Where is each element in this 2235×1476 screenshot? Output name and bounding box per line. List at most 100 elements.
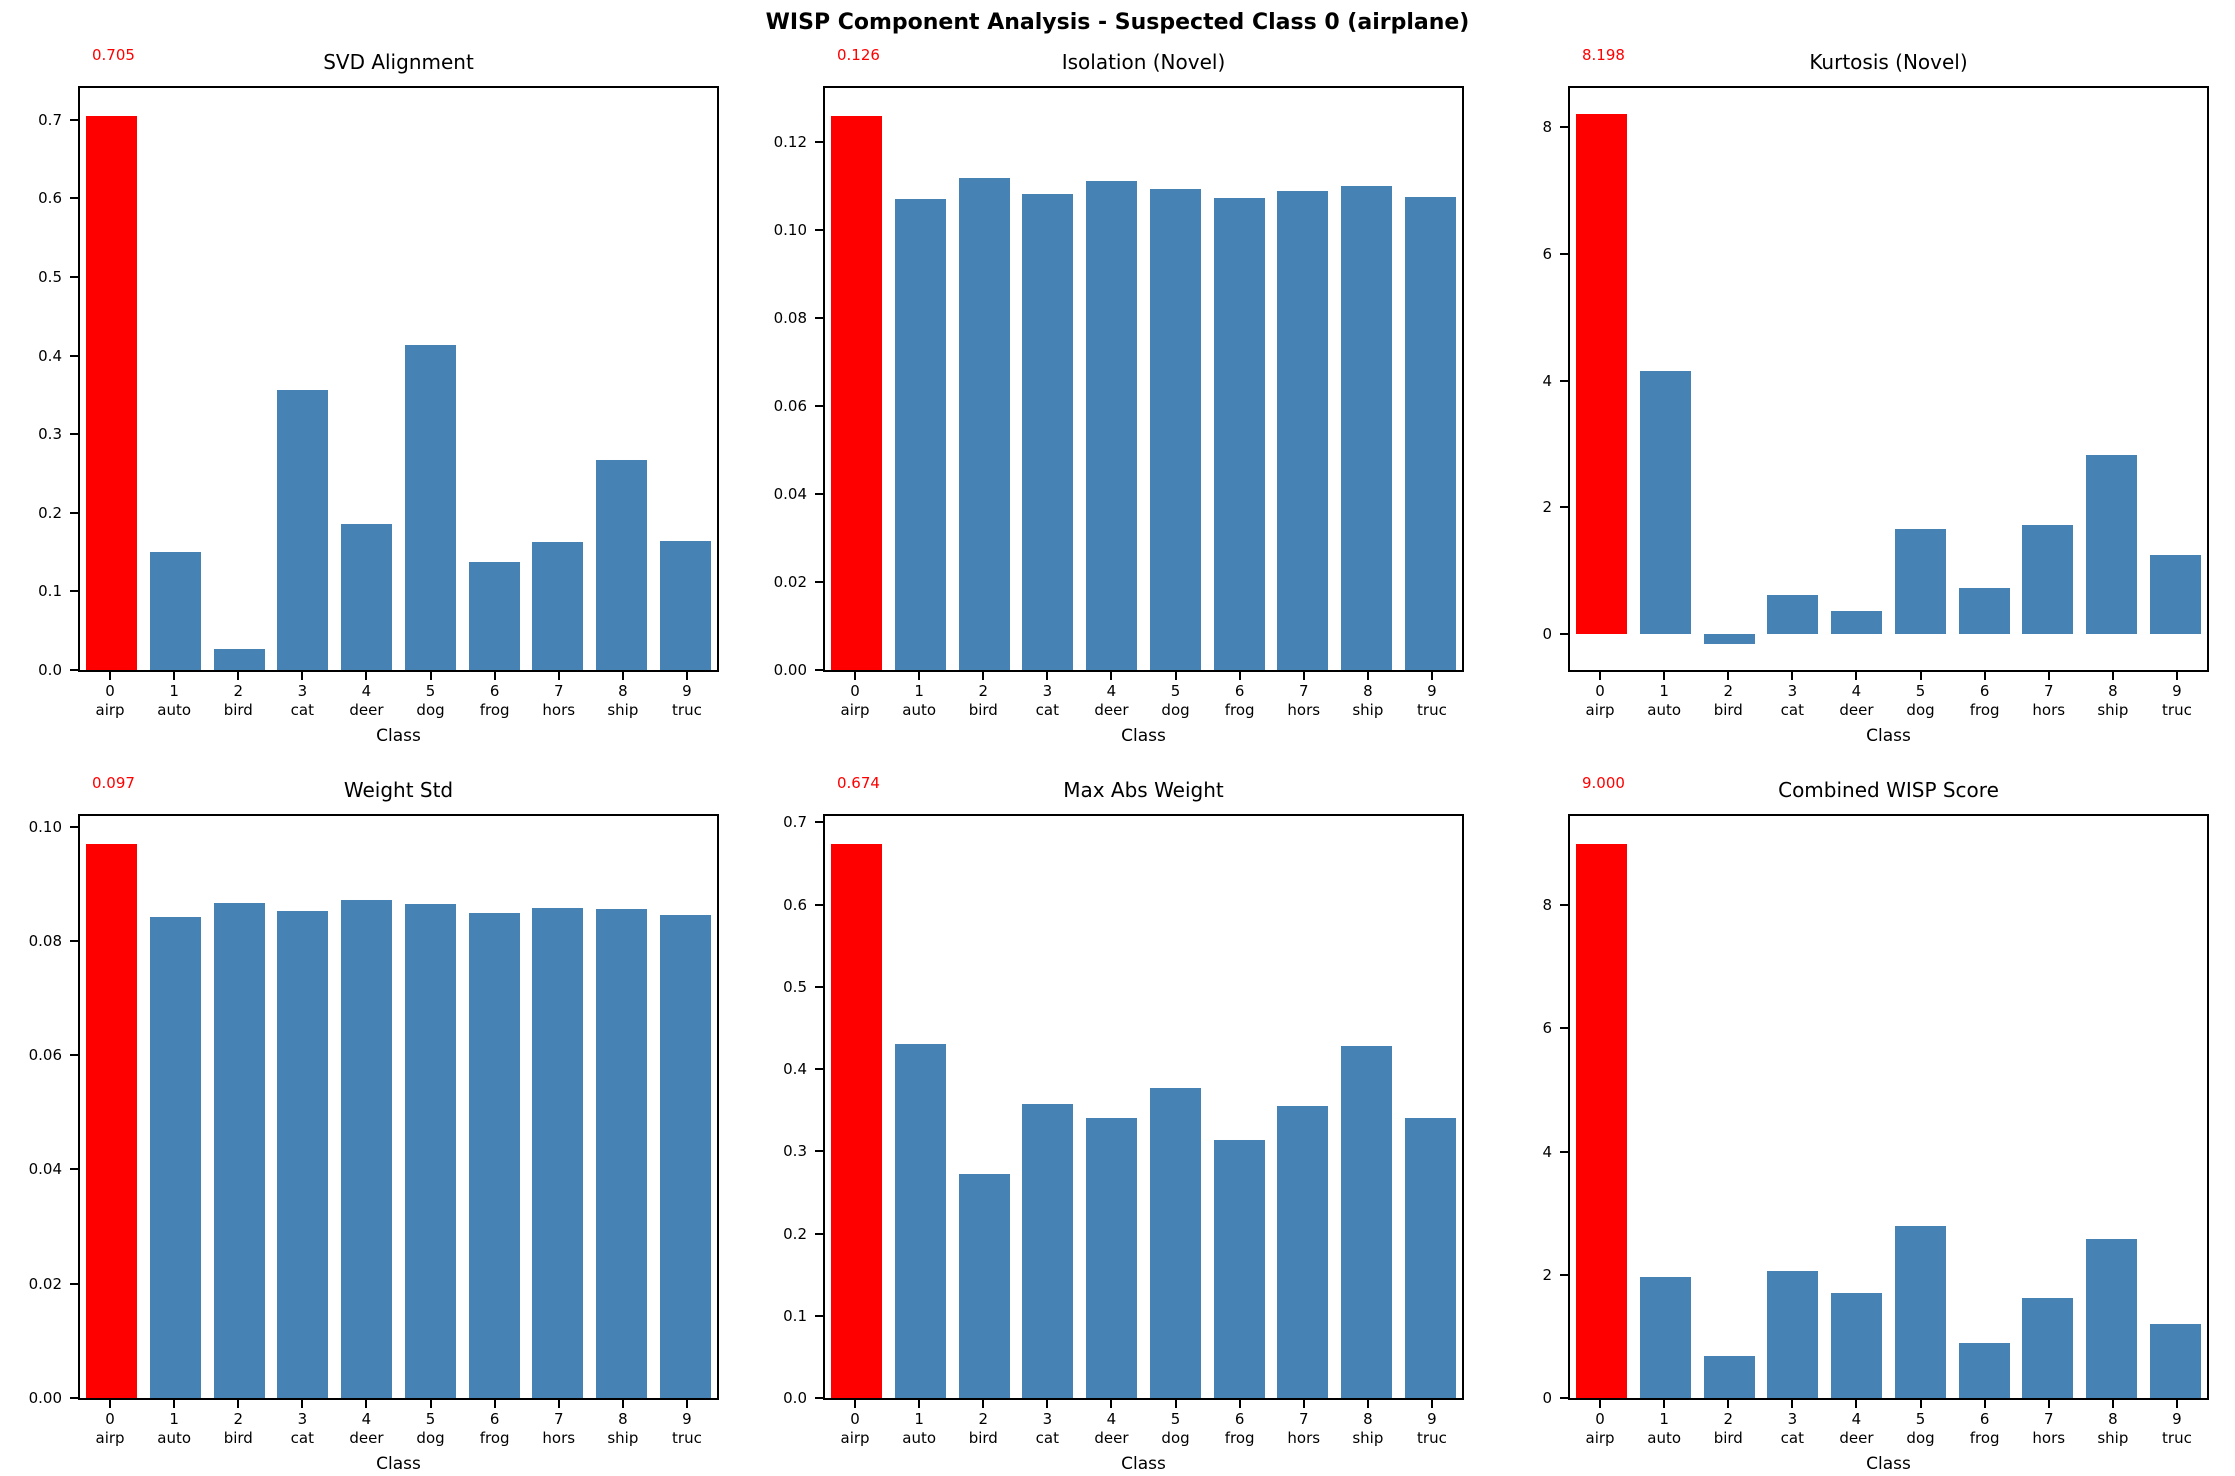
isolation-novel-class-id: 9 [1427,682,1437,700]
combined-wisp-score-class-id: 9 [2172,1410,2182,1428]
svd-alignment-xtick-label-auto: 1 auto [157,682,191,720]
isolation-novel-ytick-mark [815,669,823,671]
max-abs-weight-ytick-label-0.5: 0.5 [783,977,807,996]
svd-alignment-bar-frog [468,562,520,670]
isolation-novel-xlabel: Class [1121,726,1166,746]
max-abs-weight-class-name: auto [902,1429,937,1447]
svd-alignment-xtick-mark [237,672,240,680]
svd-alignment-class-name: frog [479,701,510,719]
svd-alignment-ytick-label-0.5: 0.5 [38,267,62,286]
combined-wisp-score-bar-auto [1640,1277,1692,1398]
combined-wisp-score-ytick-label-8: 8 [1542,896,1552,915]
combined-wisp-score-xtick-mark [2047,1400,2050,1408]
isolation-novel-xtick-label-cat: 3 cat [1036,682,1059,720]
weight-std-xtick-label-hors: 7 hors [542,1410,575,1448]
combined-wisp-score-bar-ship [2085,1238,2137,1398]
max-abs-weight-class-id: 3 [1042,1410,1053,1428]
isolation-novel-header: 0.126 Isolation (Novel) [823,40,1464,86]
combined-wisp-score-xtick-mark [1663,1400,1666,1408]
svd-alignment-ytick-mark [70,197,78,200]
weight-std-ytick-mark [70,1282,78,1285]
combined-wisp-score-xlabel: Class [1866,1454,1911,1474]
max-abs-weight-ytick-mark [815,1068,823,1071]
kurtosis-novel-ytick-label-4: 4 [1542,371,1552,390]
isolation-novel-ytick-mark [815,493,823,496]
isolation-novel-xtick-mark [1174,672,1177,680]
max-abs-weight-ytick-label-0.6: 0.6 [783,895,807,914]
weight-std-class-id: 5 [425,1410,436,1428]
combined-wisp-score-ytick-label-6: 6 [1542,1019,1552,1038]
weight-std-class-name: frog [479,1429,510,1447]
kurtosis-novel-xtick-mark [1919,672,1922,680]
isolation-novel-bar-airp [831,115,883,670]
isolation-novel-class-name: auto [902,701,937,719]
max-abs-weight-class-name: deer [1094,1429,1129,1447]
weight-std-xtick-label-frog: 6 frog [480,1410,510,1448]
weight-std-class-id: 4 [361,1410,372,1428]
kurtosis-novel-bar-ship [2085,455,2137,635]
isolation-novel-class-name: hors [1287,701,1321,719]
combined-wisp-score-class-id: 5 [1915,1410,1926,1428]
svd-alignment-ytick-label-0.2: 0.2 [38,503,62,522]
svd-alignment-xtick-label-airp: 0 airp [96,682,125,720]
svd-alignment-bar-auto [150,552,202,670]
weight-std-class-id: 7 [553,1410,564,1428]
kurtosis-novel-class-id: 4 [1851,682,1862,700]
weight-std-xtick-mark [365,1400,368,1408]
combined-wisp-score-class-name: cat [1780,1429,1805,1447]
isolation-novel-bar-frog [1213,197,1265,670]
max-abs-weight-class-id: 1 [914,1410,924,1428]
max-abs-weight-xtick-label-dog: 5 dog [1161,1410,1189,1448]
max-abs-weight-xtick-label-auto: 1 auto [902,1410,936,1448]
max-abs-weight-bar-bird [958,1174,1010,1398]
svd-alignment-x-axis: 0 airp 1 auto 2 bird 3 cat 4 deer 5 dog 6 frog 7 hors 8 s… [78,672,719,726]
isolation-novel-class-name: cat [1035,701,1060,719]
weight-std-ytick-mark [70,1054,78,1057]
weight-std-ytick-mark [70,1168,78,1171]
isolation-novel-xtick-label-bird: 2 bird [969,682,998,720]
max-abs-weight-xtick-mark [1366,1400,1369,1408]
weight-std-bar-bird [213,903,265,1398]
isolation-novel-class-id: 6 [1234,682,1245,700]
weight-std-bar-truc [659,914,711,1398]
kurtosis-novel-bar-cat [1767,594,1819,635]
isolation-novel-ytick-mark [815,229,823,232]
max-abs-weight-class-name: ship [1352,1429,1384,1447]
max-abs-weight-xtick-mark [1046,1400,1049,1408]
isolation-novel-xtick-mark [982,672,985,680]
isolation-novel-xtick-label-auto: 1 auto [902,682,936,720]
weight-std-xtick-mark [109,1400,112,1408]
max-abs-weight-x-axis: 0 airp 1 auto 2 bird 3 cat 4 deer 5 dog 6 frog 7 hors 8 s… [823,1400,1464,1454]
isolation-novel-body: 0.00 0.02 0.04 0.06 0.08 0.10 0.12 [745,86,1464,679]
svd-alignment-bar-bird [213,648,265,670]
kurtosis-novel-ytick-mark [1560,379,1568,382]
max-abs-weight-max-annotation: 0.674 [837,774,880,792]
combined-wisp-score-xtick-mark [2111,1400,2114,1408]
svd-alignment-xtick-mark [429,672,432,680]
kurtosis-novel-class-id: 5 [1915,682,1926,700]
svd-alignment-body: 0.0 0.1 0.2 0.3 0.4 0.5 0.6 0.7 [0,86,719,679]
weight-std-xtick-mark [621,1400,624,1408]
isolation-novel-ytick-label-0.02: 0.02 [773,573,807,592]
svd-alignment-class-id: 0 [105,682,115,700]
isolation-novel-class-id: 8 [1363,682,1373,700]
max-abs-weight-class-id: 9 [1427,1410,1437,1428]
combined-wisp-score-class-name: bird [1713,1429,1743,1447]
isolation-novel-plot-area [823,86,1464,672]
isolation-novel-ytick-label-0.10: 0.10 [773,221,807,240]
kurtosis-novel-title: Kurtosis (Novel) [1809,50,1968,74]
weight-std-class-id: 9 [682,1410,692,1428]
isolation-novel-xtick-mark [1302,672,1305,680]
isolation-novel-xtick-mark [1046,672,1049,680]
combined-wisp-score-class-name: frog [1969,1429,2000,1447]
isolation-novel-class-name: truc [1417,701,1447,719]
kurtosis-novel-ytick-label-8: 8 [1542,117,1552,136]
isolation-novel-xtick-label-airp: 0 airp [841,682,870,720]
kurtosis-novel-xtick-label-truc: 9 truc [2162,682,2192,720]
max-abs-weight-ytick-label-0.7: 0.7 [783,813,807,832]
kurtosis-novel-xtick-mark [2047,672,2050,680]
svd-alignment-ytick-mark [70,511,78,514]
kurtosis-novel-ytick-label-2: 2 [1542,498,1552,517]
max-abs-weight-xtick-mark [854,1400,857,1408]
